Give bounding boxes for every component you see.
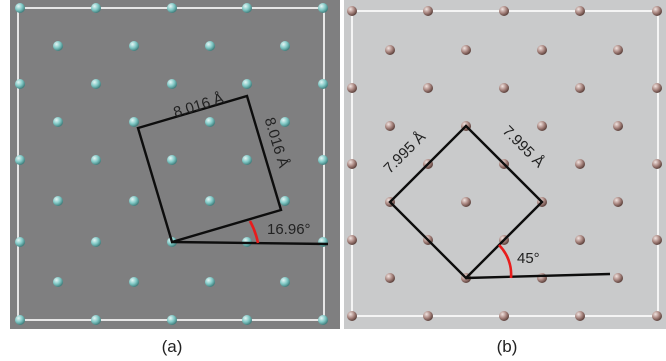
atom (575, 83, 585, 93)
atom (652, 159, 662, 169)
panel-a-drawing: 8.016 Å 8.016 Å 16.96° (10, 0, 340, 329)
panel-a-atoms (15, 3, 328, 325)
atom (347, 311, 357, 321)
panel-a-background (10, 0, 340, 329)
panel-b-reference-line (465, 272, 611, 280)
atom (280, 41, 290, 51)
atom (91, 79, 101, 89)
atom (347, 235, 357, 245)
atom (385, 121, 395, 131)
panel-a-caption: (a) (161, 337, 183, 356)
atom (129, 41, 139, 51)
atom (53, 277, 63, 287)
atom (280, 117, 290, 127)
atom (167, 3, 177, 13)
atom (347, 159, 357, 169)
panel-a-angle-label: 16.96° (267, 221, 311, 238)
atom (53, 196, 63, 206)
atom (242, 3, 252, 13)
atom (575, 311, 585, 321)
atom (129, 277, 139, 287)
atom (537, 45, 547, 55)
panel-a-angle-arc (248, 220, 260, 244)
atom (613, 45, 623, 55)
atom (205, 277, 215, 287)
atom (537, 273, 547, 283)
atom (347, 6, 357, 16)
panel-a-reference-line (171, 240, 329, 246)
atom (15, 79, 25, 89)
atom (575, 159, 585, 169)
atom (91, 315, 101, 325)
atom (318, 155, 328, 165)
atom (15, 315, 25, 325)
atom (385, 45, 395, 55)
atom (242, 315, 252, 325)
atom (423, 311, 433, 321)
atom (652, 83, 662, 93)
atom (91, 237, 101, 247)
atom (205, 196, 215, 206)
panel-a-unit-cell (136, 94, 283, 244)
panel-b-angle-arc (498, 244, 513, 279)
atom (613, 197, 623, 207)
atom (423, 6, 433, 16)
atom (15, 155, 25, 165)
atom (347, 83, 357, 93)
atom (575, 6, 585, 16)
atom (318, 237, 328, 247)
atom (280, 196, 290, 206)
atom (318, 315, 328, 325)
atom (53, 117, 63, 127)
atom (129, 117, 139, 127)
atom (652, 235, 662, 245)
atom (652, 6, 662, 16)
atom (242, 79, 252, 89)
atom (15, 237, 25, 247)
panel-a: 8.016 Å 8.016 Å 16.96° (10, 0, 340, 329)
panel-b-angle-label: 45° (517, 250, 540, 267)
atom (167, 155, 177, 165)
atom (461, 45, 471, 55)
panel-b-drawing: 7.995 Å 7.995 Å 45° (344, 0, 666, 329)
atom (318, 79, 328, 89)
atom (53, 41, 63, 51)
atom (205, 41, 215, 51)
atom (613, 273, 623, 283)
panel-b-unit-cell (388, 124, 544, 280)
atom (461, 197, 471, 207)
atom (205, 117, 215, 127)
atom (318, 3, 328, 13)
atom (242, 155, 252, 165)
atom (499, 311, 509, 321)
panel-b: 7.995 Å 7.995 Å 45° (344, 0, 666, 329)
panel-b-caption: (b) (496, 337, 518, 356)
atom (91, 3, 101, 13)
atom (129, 196, 139, 206)
atom (385, 273, 395, 283)
atom (537, 121, 547, 131)
atom (15, 3, 25, 13)
atom (91, 155, 101, 165)
atom (280, 277, 290, 287)
atom (575, 235, 585, 245)
atom (613, 121, 623, 131)
atom (499, 6, 509, 16)
atom (167, 79, 177, 89)
atom (652, 311, 662, 321)
atom (167, 315, 177, 325)
atom (499, 83, 509, 93)
atom (423, 83, 433, 93)
panel-b-atoms (347, 6, 662, 321)
